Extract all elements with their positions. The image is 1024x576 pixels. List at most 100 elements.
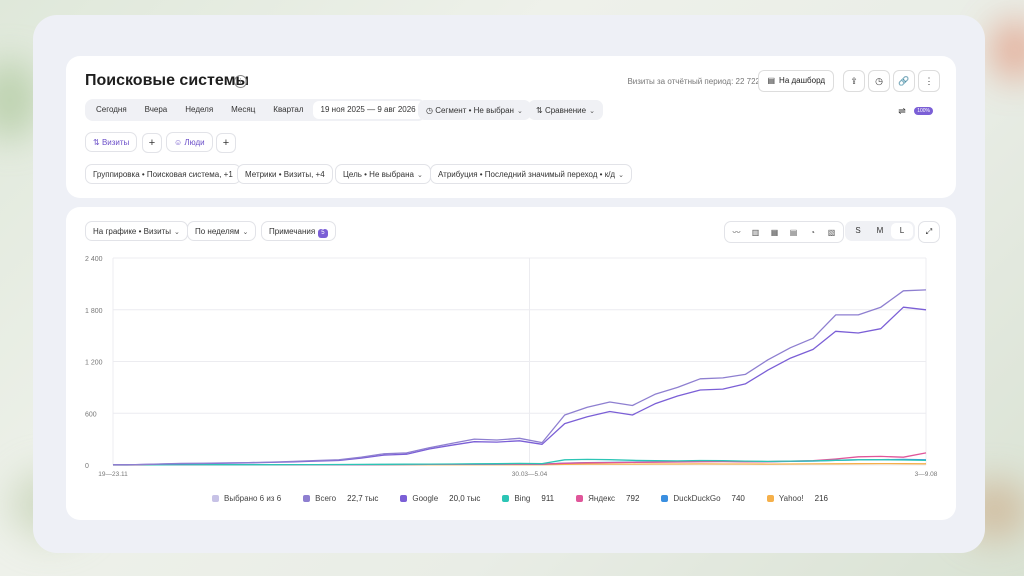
x-tick-label: 19—23.11 [98, 471, 128, 478]
legend-select-all[interactable]: Выбрано 6 из 6 [212, 494, 281, 503]
column-chart-icon[interactable]: ▤ [789, 227, 798, 237]
legend-item[interactable]: Yahoo! 216 [766, 494, 829, 503]
background-decoration [990, 20, 1024, 80]
legend-item-label: Яндекс [588, 494, 616, 503]
checkbox-icon [212, 495, 219, 502]
more-icon[interactable]: ⋮ [918, 70, 940, 92]
chevron-down-icon: ⌄ [589, 108, 595, 115]
add-visits-filter-button[interactable]: + [142, 133, 162, 153]
legend-item-label: Yahoo! [778, 494, 804, 503]
stacked-area-icon[interactable]: ▥ [751, 227, 760, 237]
y-tick-label: 600 [85, 411, 97, 418]
legend-item[interactable]: Яндекс 792 [576, 494, 639, 503]
size-s-button[interactable]: S [855, 226, 861, 235]
y-tick-label: 1 200 [85, 360, 103, 367]
visits-tag[interactable]: ⇅ Визиты [85, 132, 138, 152]
period-today[interactable]: Сегодня [96, 105, 127, 114]
y-tick-label: 0 [85, 463, 89, 470]
dashboard-button[interactable]: ▤ На дашборд [758, 70, 834, 92]
period-custom-range[interactable]: 19 ноя 2025 — 9 авг 2026 [312, 101, 424, 119]
page-title: Поисковые системы [85, 72, 250, 89]
x-tick-label: 3—9.08 [915, 471, 938, 478]
person-icon: ☺ [174, 138, 185, 147]
chevron-down-icon: ⌄ [242, 229, 249, 236]
checkbox-icon [400, 495, 408, 502]
visits-period-text: Визиты за отчётный период: 22 722 [627, 77, 760, 86]
period-week[interactable]: Неделя [185, 105, 214, 114]
comparison-dropdown[interactable]: ⇅ Сравнение ⌄ [528, 100, 603, 120]
grouping-label: Группировка • Поисковая система, +1 [93, 170, 233, 179]
chevron-down-icon: ⌄ [416, 172, 423, 179]
checkbox-icon [661, 495, 669, 502]
legend-item-value: 22,7 тыс [347, 494, 379, 503]
series-line-Всего [112, 289, 927, 466]
period-yesterday[interactable]: Вчера [144, 105, 168, 114]
legend-item-label: Google [412, 494, 439, 503]
legend-item-label: Всего [315, 494, 337, 503]
history-icon[interactable]: ◷ [868, 70, 890, 92]
line-chart-icon[interactable]: 〰 [732, 227, 741, 237]
metrics-dropdown[interactable]: Метрики • Визиты, +4 [237, 164, 333, 184]
report-header-card: Поисковые системы i Визиты за отчётный п… [66, 56, 956, 198]
sampling-badge: 100% [914, 107, 933, 115]
dashboard-icon: ▤ [767, 76, 776, 85]
line-chart: 2 400 1 800 1 200 600 0 19—23.11 30.03—5.04 3—9… [85, 256, 938, 478]
legend-item-value: 792 [626, 494, 640, 503]
segment-dropdown[interactable]: ◷ Сегмент • Не выбран ⌄ [418, 100, 531, 120]
series-line-Bing [113, 458, 927, 466]
people-tag-label: Люди [184, 138, 205, 147]
on-chart-label: На графике • Визиты [93, 227, 171, 236]
grouping-dropdown[interactable]: Группировка • Поисковая система, +1 [85, 164, 241, 184]
legend-selected-label: Выбрано 6 из 6 [224, 494, 282, 503]
legend-item[interactable]: Google 20,0 тыс [400, 494, 480, 503]
legend-item[interactable]: Всего 22,7 тыс [303, 494, 378, 503]
histogram-icon[interactable]: ▧ [827, 227, 836, 237]
info-icon[interactable]: i [234, 75, 247, 88]
checkbox-icon [303, 495, 311, 502]
legend-item-label: Bing [514, 494, 531, 503]
add-people-filter-button[interactable]: + [216, 133, 236, 153]
attribution-label: Атрибуция • Последний значимый переход •… [438, 170, 616, 179]
checkbox-icon [576, 495, 584, 502]
comparison-icon: ⇅ [536, 106, 545, 115]
attribution-dropdown[interactable]: Атрибуция • Последний значимый переход •… [430, 164, 632, 184]
chevron-down-icon: ⌄ [173, 229, 180, 236]
by-weeks-dropdown[interactable]: По неделям ⌄ [187, 221, 257, 241]
legend-item-label: DuckDuckGo [673, 494, 721, 503]
metrics-label: Метрики • Визиты, +4 [245, 170, 325, 179]
segment-label: Сегмент • Не выбран [435, 106, 514, 115]
chevron-down-icon: ⌄ [516, 108, 523, 115]
link-icon[interactable]: 🔗 [893, 70, 915, 92]
period-month[interactable]: Месяц [231, 105, 256, 114]
period-selector: Сегодня Вчера Неделя Месяц Квартал 19 но… [85, 99, 426, 121]
notes-count-badge: 5 [318, 229, 328, 238]
dashboard-button-label: На дашборд [779, 76, 825, 85]
legend-item-value: 911 [541, 494, 555, 503]
legend-item-value: 20,0 тыс [449, 494, 481, 503]
visits-icon: ⇅ [93, 138, 102, 147]
legend-item[interactable]: Bing 911 [502, 494, 554, 503]
expand-icon[interactable]: ⤢ [918, 221, 940, 243]
export-icon[interactable]: ⇪ [843, 70, 865, 92]
size-m-button[interactable]: M [876, 226, 884, 235]
people-tag[interactable]: ☺ Люди [166, 132, 213, 152]
goal-dropdown[interactable]: Цель • Не выбрана ⌄ [335, 164, 431, 184]
x-tick-label: 30.03—5.04 [512, 471, 548, 478]
notes-button[interactable]: Примечания 5 [261, 221, 336, 241]
size-l-button[interactable]: L [891, 223, 913, 239]
legend-item-value: 740 [731, 494, 745, 503]
on-chart-dropdown[interactable]: На графике • Визиты ⌄ [85, 221, 188, 241]
chevron-down-icon: ⌄ [618, 172, 624, 179]
y-tick-label: 1 800 [85, 308, 103, 315]
comparison-label: Сравнение [544, 106, 587, 115]
y-tick-label: 2 400 [85, 256, 103, 263]
period-quarter[interactable]: Квартал [273, 105, 304, 114]
chart-card: На графике • Визиты ⌄ По неделям ⌄ Примеча… [66, 207, 956, 520]
legend-item-value: 216 [814, 494, 829, 503]
bar-chart-icon[interactable]: ▦ [770, 227, 779, 237]
legend-item[interactable]: DuckDuckGo 740 [661, 494, 745, 503]
chart-type-switcher: 〰 ▥ ▦ ▤ ◔ ▧ [724, 221, 844, 243]
pie-chart-icon[interactable]: ◔ [810, 227, 815, 237]
settings-sliders-icon[interactable]: ⇌ [898, 106, 906, 116]
by-weeks-label: По неделям [195, 227, 240, 236]
